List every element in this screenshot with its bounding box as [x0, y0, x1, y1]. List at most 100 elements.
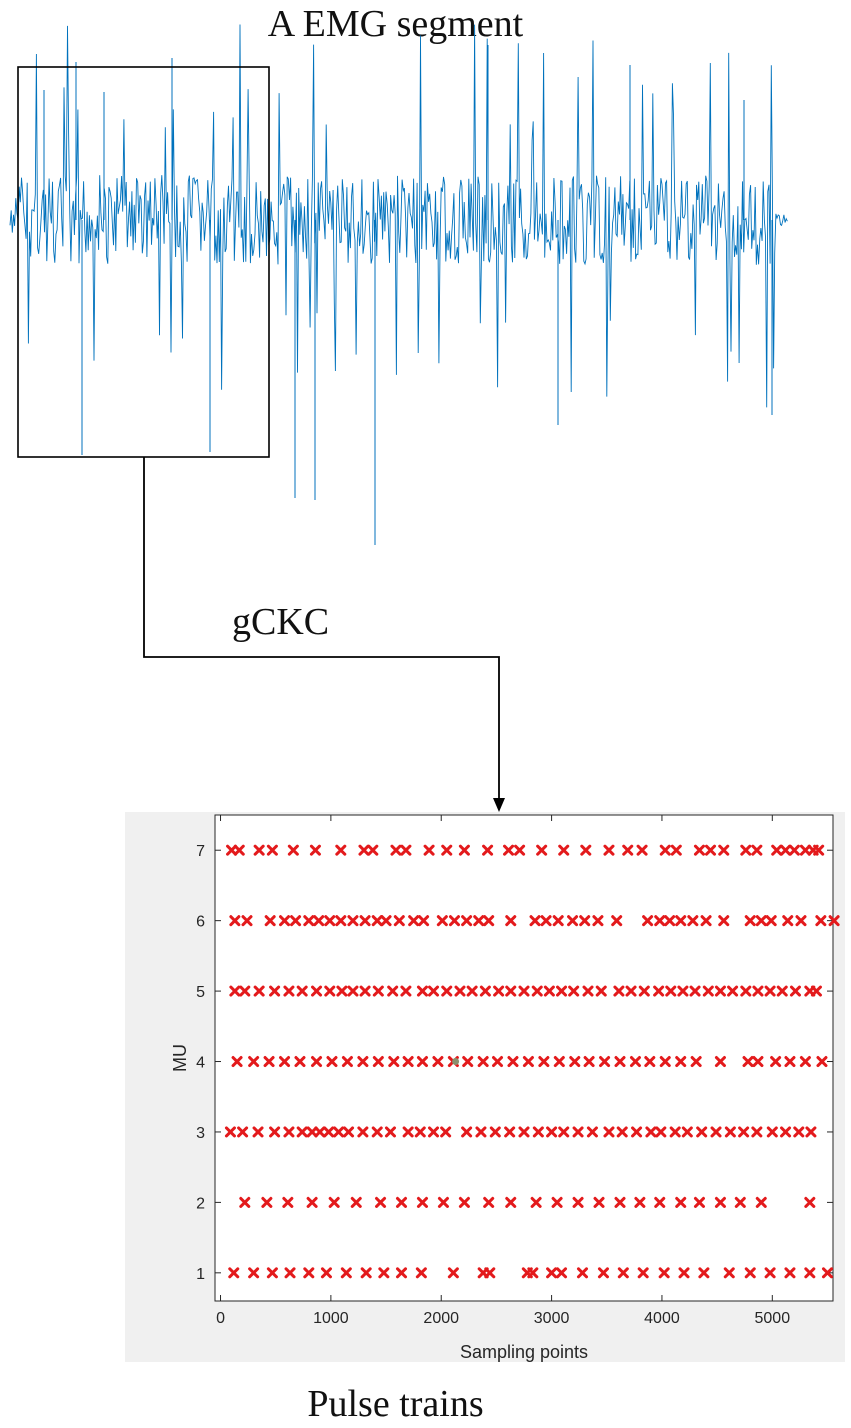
- pulse-marker: [418, 915, 430, 927]
- pulse-marker: [448, 915, 460, 927]
- y-tick-label: 5: [196, 984, 205, 1001]
- y-tick-label: 4: [196, 1055, 205, 1072]
- pulse-marker: [755, 915, 767, 927]
- pulse-marker: [664, 915, 676, 927]
- pulse-marker: [568, 985, 580, 997]
- pulse-marker: [558, 1126, 570, 1138]
- pulse-marker: [659, 1056, 671, 1068]
- pulse-marker: [718, 844, 730, 856]
- pulse-marker: [266, 1267, 278, 1279]
- pulse-marker: [710, 1126, 722, 1138]
- pulse-marker: [693, 844, 705, 856]
- pulse-marker: [423, 844, 435, 856]
- pulse-marker: [611, 915, 623, 927]
- outlier-point: [452, 1058, 460, 1066]
- pulse-marker: [229, 915, 241, 927]
- pulse-marker: [229, 985, 241, 997]
- pulse-marker: [239, 1196, 251, 1208]
- pulse-marker: [744, 1267, 756, 1279]
- pulse-marker: [631, 1126, 643, 1138]
- pulse-marker: [384, 1126, 396, 1138]
- pulse-marker: [764, 1267, 776, 1279]
- pulse-marker: [804, 1267, 816, 1279]
- pulse-marker: [593, 1196, 605, 1208]
- pulse-marker: [724, 1126, 736, 1138]
- pulse-marker: [572, 1196, 584, 1208]
- pulse-marker: [795, 915, 807, 927]
- pulse-marker: [527, 1267, 539, 1279]
- pulse-marker: [380, 915, 392, 927]
- pulse-marker: [776, 985, 788, 997]
- pulse-marker: [248, 1267, 260, 1279]
- pulse-marker: [358, 844, 370, 856]
- pulse-marker: [782, 915, 794, 927]
- pulse-marker: [437, 1196, 449, 1208]
- pulse-marker: [536, 844, 548, 856]
- pulse-marker: [466, 985, 478, 997]
- pulse-marker: [400, 844, 412, 856]
- pulse-marker: [347, 915, 359, 927]
- pulse-marker: [734, 1196, 746, 1208]
- pulse-marker: [503, 844, 515, 856]
- pulse-marker: [311, 1056, 323, 1068]
- pulse-marker: [324, 985, 336, 997]
- pulse-marker: [558, 844, 570, 856]
- y-tick-label: 6: [196, 914, 205, 931]
- pulse-marker: [360, 1267, 372, 1279]
- pulse-marker: [714, 1196, 726, 1208]
- pulse-marker: [484, 1267, 496, 1279]
- pulse-marker: [552, 915, 564, 927]
- pulse-marker: [387, 985, 399, 997]
- x-tick-label: 2000: [423, 1310, 459, 1327]
- gckc-arrowhead: [493, 798, 505, 812]
- pulse-marker: [700, 915, 712, 927]
- pulse-marker: [269, 1126, 281, 1138]
- pulse-marker: [239, 985, 251, 997]
- pulse-marker: [828, 915, 840, 927]
- y-tick-label: 7: [196, 843, 205, 860]
- pulse-marker: [341, 1056, 353, 1068]
- pulse-marker: [655, 1126, 667, 1138]
- pulse-marker: [595, 985, 607, 997]
- pulse-marker: [740, 985, 752, 997]
- pulse-marker: [752, 1056, 764, 1068]
- pulse-marker: [396, 1267, 408, 1279]
- pulse-marker: [371, 915, 383, 927]
- pulse-marker: [518, 985, 530, 997]
- pulse-marker: [477, 1056, 489, 1068]
- pulse-marker: [309, 844, 321, 856]
- pulse-marker: [279, 915, 291, 927]
- pulse-marker: [616, 1126, 628, 1138]
- emg-segment-box: [17, 66, 270, 458]
- pulse-marker: [603, 844, 615, 856]
- emg-signal: [9, 24, 788, 545]
- pulse-marker: [804, 1196, 816, 1208]
- pulse-marker: [505, 915, 517, 927]
- y-tick-label: 1: [196, 1266, 205, 1283]
- pulse-marker: [670, 844, 682, 856]
- pulse-marker: [629, 1056, 641, 1068]
- pulse-marker: [436, 915, 448, 927]
- pulse-marker: [740, 844, 752, 856]
- pulse-marker: [340, 1267, 352, 1279]
- pulse-marker: [371, 1126, 383, 1138]
- pulse-marker: [669, 1126, 681, 1138]
- pulse-marker: [569, 1056, 581, 1068]
- pulse-marker: [546, 1126, 558, 1138]
- pulse-marker: [483, 915, 495, 927]
- pulse-marker: [428, 985, 440, 997]
- pulse-marker: [252, 1126, 264, 1138]
- pulse-marker: [282, 1196, 294, 1208]
- pulse-marker: [416, 1196, 428, 1208]
- pulse-marker: [788, 844, 800, 856]
- pulse-marker: [264, 915, 276, 927]
- pulse-marker: [702, 985, 714, 997]
- pulse-marker: [799, 844, 811, 856]
- gckc-arrow-line: [143, 457, 500, 800]
- pulse-marker: [723, 1267, 735, 1279]
- pulse-marker: [597, 1267, 609, 1279]
- pulse-marker: [540, 915, 552, 927]
- pulse-marker: [614, 1196, 626, 1208]
- pulse-marker: [416, 1056, 428, 1068]
- pulse-marker: [347, 985, 359, 997]
